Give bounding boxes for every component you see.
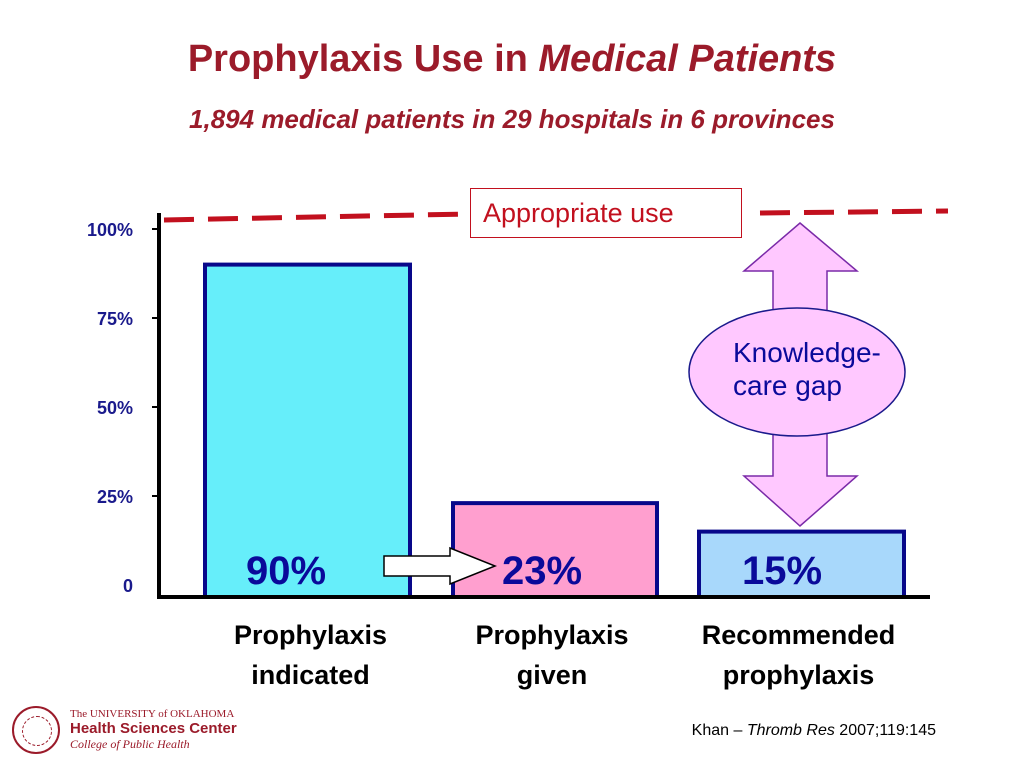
y-tick-label-0: 0	[123, 576, 133, 596]
value-label-3: 15%	[742, 549, 822, 593]
slide-title: Prophylaxis Use in Medical Patients	[0, 38, 1024, 81]
bar-1	[203, 262, 412, 599]
university-seal-icon	[12, 706, 60, 754]
x-category-label-3-line2: prophylaxis	[723, 660, 875, 690]
appropriate-use-label: Appropriate use	[470, 188, 742, 238]
title-main: Prophylaxis Use in	[187, 38, 539, 80]
x-category-label-1-line2: indicated	[251, 660, 370, 690]
title-emphasis: Medical Patients	[538, 38, 837, 80]
y-tick-label-50: 50%	[97, 398, 133, 418]
gap-label-line1: Knowledge-	[733, 337, 881, 368]
university-logo: The UNIVERSITY of OKLAHOMA Health Scienc…	[12, 706, 237, 762]
gap-label-line2: care gap	[733, 370, 842, 401]
reference-line-right	[759, 208, 949, 216]
source-suffix: 2007;119:145	[834, 722, 936, 739]
x-category-label-3-line1: Recommended	[702, 620, 896, 650]
logo-text: The UNIVERSITY of OKLAHOMA Health Scienc…	[70, 708, 240, 752]
reference-line-left	[163, 211, 469, 223]
transition-arrow	[383, 546, 498, 586]
value-label-2: 23%	[502, 549, 582, 593]
knowledge-care-gap-label: Knowledge- care gap	[733, 336, 933, 402]
source-citation: Khan – Thromb Res 2007;119:145	[692, 722, 936, 740]
x-category-label-2-line2: given	[517, 660, 588, 690]
source-prefix: Khan –	[691, 722, 747, 739]
bar-2	[451, 501, 659, 599]
gap-arrow-up	[741, 222, 860, 321]
y-tick-label-25: 25%	[97, 487, 133, 507]
x-category-label-2-line1: Prophylaxis	[475, 620, 628, 650]
value-label-1: 90%	[246, 549, 326, 593]
logo-line3: College of Public Health	[70, 737, 190, 751]
logo-line2: Health Sciences Center	[70, 720, 237, 737]
slide-subtitle: 1,894 medical patients in 29 hospitals i…	[189, 104, 835, 134]
y-tick-label-100: 100%	[87, 220, 133, 240]
y-tick-label-75: 75%	[97, 309, 133, 329]
gap-ellipse	[688, 307, 906, 437]
logo-line1: The UNIVERSITY of OKLAHOMA	[70, 708, 235, 720]
x-category-label-1-line1: Prophylaxis	[234, 620, 387, 650]
source-journal: Thromb Res	[746, 722, 835, 739]
